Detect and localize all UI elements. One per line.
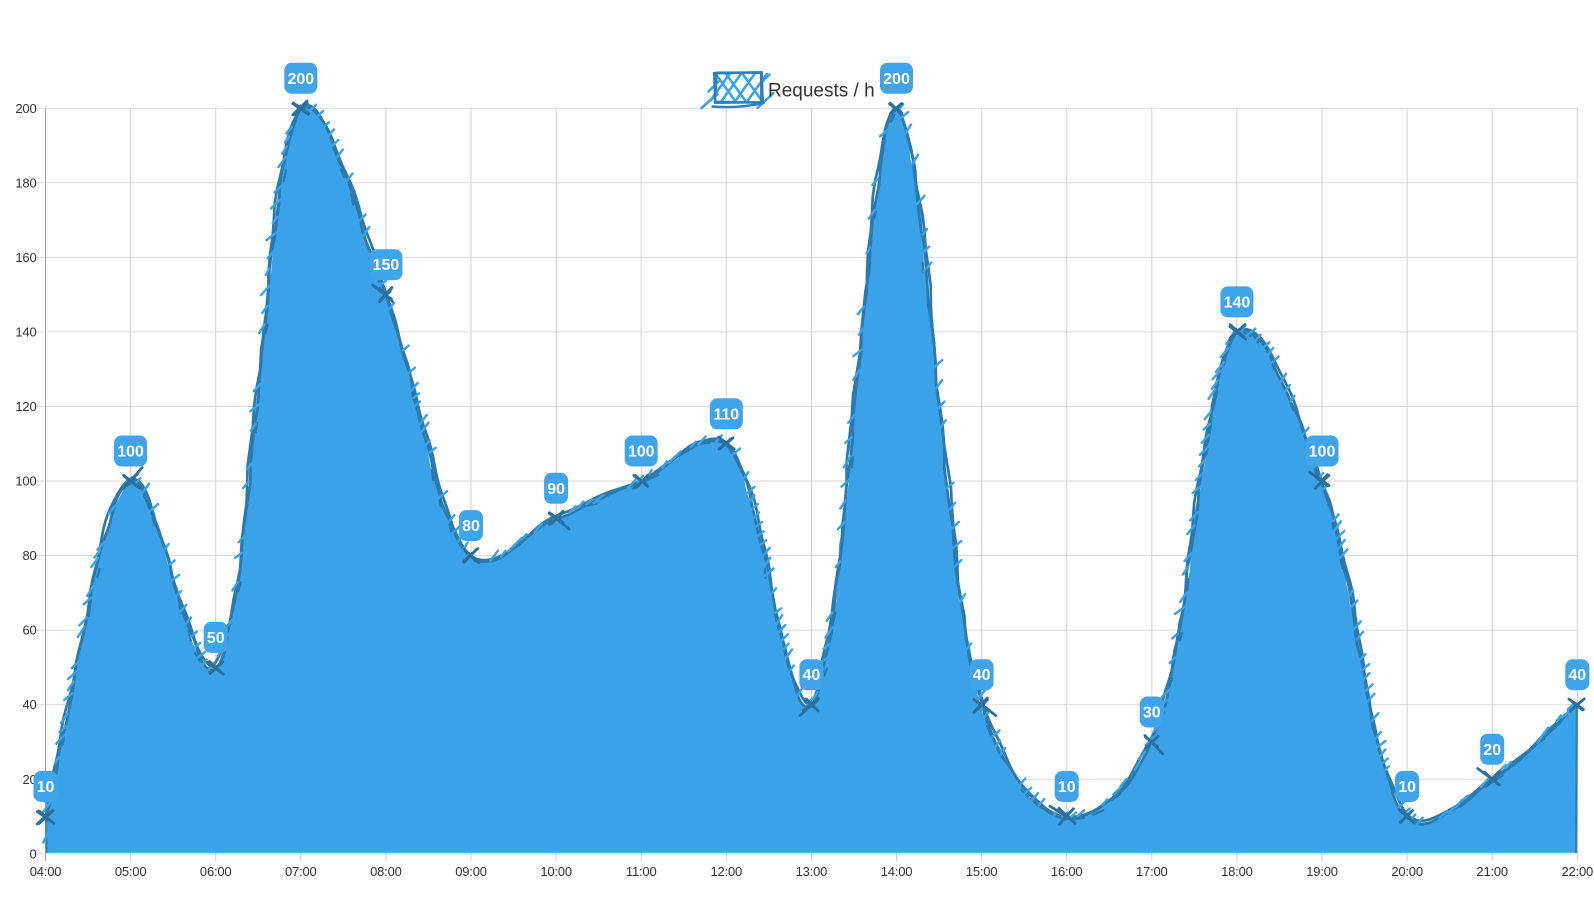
svg-text:80: 80	[22, 548, 36, 563]
svg-text:180: 180	[15, 175, 36, 190]
svg-text:19:00: 19:00	[1306, 864, 1338, 879]
svg-text:12:00: 12:00	[711, 864, 743, 879]
svg-text:07:00: 07:00	[285, 864, 317, 879]
svg-text:200: 200	[883, 71, 910, 88]
svg-text:14:00: 14:00	[881, 864, 913, 879]
svg-text:60: 60	[22, 623, 36, 638]
svg-text:140: 140	[15, 324, 36, 339]
svg-text:100: 100	[15, 474, 36, 489]
svg-text:80: 80	[462, 518, 480, 535]
svg-text:140: 140	[1224, 294, 1251, 311]
svg-text:Requests / h: Requests / h	[768, 81, 875, 102]
svg-text:100: 100	[117, 444, 144, 461]
svg-text:160: 160	[15, 250, 36, 265]
svg-text:0: 0	[29, 846, 36, 861]
svg-text:16:00: 16:00	[1051, 864, 1083, 879]
svg-text:40: 40	[973, 667, 991, 684]
svg-text:13:00: 13:00	[796, 864, 828, 879]
svg-text:100: 100	[628, 444, 655, 461]
svg-text:90: 90	[547, 481, 565, 498]
svg-text:10:00: 10:00	[540, 864, 572, 879]
svg-text:150: 150	[373, 257, 400, 274]
svg-text:21:00: 21:00	[1476, 864, 1508, 879]
svg-text:200: 200	[287, 71, 314, 88]
svg-text:10: 10	[1058, 779, 1076, 796]
svg-text:10: 10	[1398, 779, 1416, 796]
svg-text:20:00: 20:00	[1391, 864, 1423, 879]
svg-text:40: 40	[803, 667, 821, 684]
svg-text:30: 30	[1143, 705, 1161, 722]
svg-text:40: 40	[1568, 667, 1586, 684]
svg-text:18:00: 18:00	[1221, 864, 1253, 879]
svg-text:110: 110	[713, 406, 739, 423]
svg-text:120: 120	[15, 399, 36, 414]
svg-text:10: 10	[37, 779, 55, 796]
svg-text:17:00: 17:00	[1136, 864, 1168, 879]
svg-text:50: 50	[207, 630, 225, 647]
svg-text:200: 200	[15, 101, 36, 116]
svg-text:15:00: 15:00	[966, 864, 998, 879]
svg-text:20: 20	[1483, 742, 1501, 759]
svg-text:04:00: 04:00	[30, 864, 62, 879]
svg-text:11:00: 11:00	[626, 864, 657, 879]
svg-text:40: 40	[22, 697, 36, 712]
svg-text:100: 100	[1309, 444, 1336, 461]
svg-text:06:00: 06:00	[200, 864, 232, 879]
svg-text:22:00: 22:00	[1562, 864, 1594, 879]
svg-text:09:00: 09:00	[455, 864, 487, 879]
svg-text:08:00: 08:00	[370, 864, 402, 879]
svg-text:05:00: 05:00	[115, 864, 147, 879]
